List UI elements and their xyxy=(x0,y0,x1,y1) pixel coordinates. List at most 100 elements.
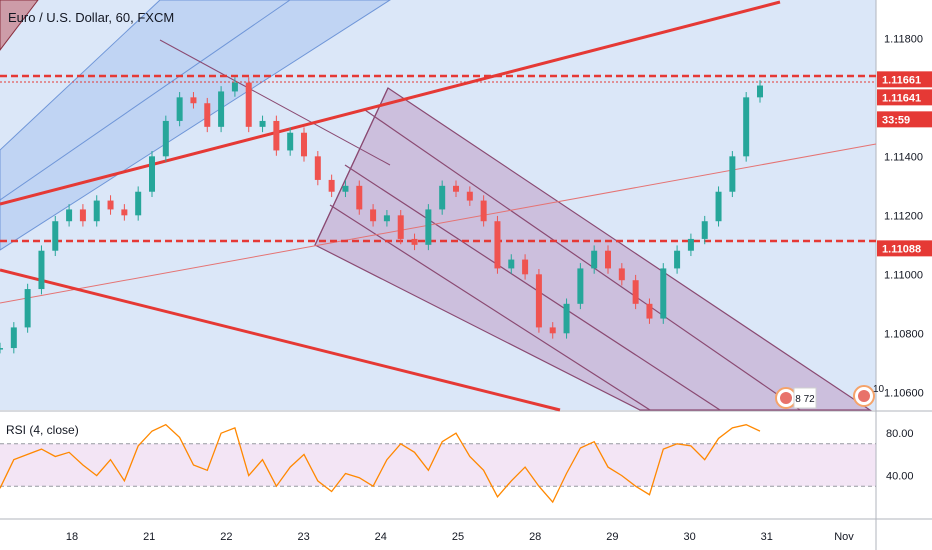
candle-body[interactable] xyxy=(618,268,625,281)
channel-line-2 xyxy=(344,164,721,411)
price-tag xyxy=(877,71,932,88)
time-axis[interactable]: 18 21 22 23 24 25 28 29 30 31 Nov xyxy=(66,531,854,543)
candle-body[interactable] xyxy=(370,209,377,222)
candle-body[interactable] xyxy=(466,191,473,201)
candle-body[interactable] xyxy=(411,238,418,245)
price-tag xyxy=(877,111,932,128)
price-tag xyxy=(877,240,932,257)
price-tags: 1.11661 1.11641 33:59 1.11088 xyxy=(877,71,932,257)
price-tag xyxy=(877,89,932,106)
candle-body[interactable] xyxy=(259,120,266,127)
candle-body[interactable] xyxy=(729,156,736,192)
candle-body[interactable] xyxy=(632,280,639,304)
blue-channel[interactable] xyxy=(0,0,391,251)
candle-body[interactable] xyxy=(107,200,114,210)
candle-body[interactable] xyxy=(480,200,487,222)
candle-body[interactable] xyxy=(273,120,280,151)
time-tick-label: 30 xyxy=(683,531,695,543)
candle-body[interactable] xyxy=(176,97,183,121)
candle-body[interactable] xyxy=(356,185,363,210)
candle-body[interactable] xyxy=(453,185,459,192)
candle-body[interactable] xyxy=(757,85,763,98)
lower-red-trendline[interactable] xyxy=(0,268,561,412)
time-tick-label: 21 xyxy=(143,531,155,543)
candle-body[interactable] xyxy=(204,103,211,127)
candle-body[interactable] xyxy=(190,97,197,104)
time-tick-label: Nov xyxy=(834,531,854,543)
candle-body[interactable] xyxy=(162,120,169,157)
rsi-line[interactable] xyxy=(0,423,761,504)
candle-body[interactable] xyxy=(24,289,31,328)
candle-body[interactable] xyxy=(425,209,432,245)
candle-body[interactable] xyxy=(245,82,252,127)
price-axis[interactable]: 1.118001.116001.114001.112001.110001.108… xyxy=(884,33,924,399)
red-corner-channel xyxy=(0,0,39,51)
candle-body[interactable] xyxy=(535,274,542,328)
candle-body[interactable] xyxy=(660,268,667,319)
price-tick-label: 1.10800 xyxy=(884,328,924,340)
candle-body[interactable] xyxy=(218,91,225,127)
candle-body[interactable] xyxy=(522,259,529,275)
time-tick-label: 28 xyxy=(529,531,541,543)
price-tick-label: 1.10600 xyxy=(884,387,924,399)
candle-body[interactable] xyxy=(231,82,238,92)
chart-title: Euro / U.S. Dollar, 60, FXCM xyxy=(8,10,174,25)
candle-body[interactable] xyxy=(605,250,611,269)
candle-body[interactable] xyxy=(328,179,335,192)
candle-body[interactable] xyxy=(149,156,155,192)
candle-body[interactable] xyxy=(701,221,708,239)
candle-body[interactable] xyxy=(342,185,349,192)
candle-body[interactable] xyxy=(591,250,598,269)
candle-body[interactable] xyxy=(66,209,73,222)
price-tag-label: 1.11661 xyxy=(882,74,921,86)
candle-body[interactable] xyxy=(383,215,390,222)
candle-body[interactable] xyxy=(494,221,501,269)
candle-body[interactable] xyxy=(79,209,86,222)
candle-body[interactable] xyxy=(646,303,653,319)
candle-body[interactable] xyxy=(439,185,446,210)
candle-body[interactable] xyxy=(10,327,17,349)
pitchfork-handle xyxy=(159,39,391,166)
price-tick-label: 1.11400 xyxy=(884,151,923,163)
price-tick-label: 1.11200 xyxy=(884,210,923,222)
candle-body[interactable] xyxy=(563,303,570,334)
candle-body[interactable] xyxy=(121,209,128,216)
pitchfork-handle-2 xyxy=(314,87,389,246)
event-badge-2[interactable]: 10 xyxy=(853,384,885,407)
time-tick-label: 24 xyxy=(375,531,387,543)
candles[interactable] xyxy=(0,77,763,354)
rsi-axis: 80.00 40.00 xyxy=(886,428,914,482)
candle-body[interactable] xyxy=(743,97,750,157)
time-tick-label: 31 xyxy=(761,531,773,543)
price-tag-label: 1.11641 xyxy=(882,92,921,104)
candle-body[interactable] xyxy=(397,215,404,239)
time-tick-label: 18 xyxy=(66,531,78,543)
candle-body[interactable] xyxy=(93,200,100,222)
candle-body[interactable] xyxy=(287,132,294,151)
candle-body[interactable] xyxy=(715,191,722,222)
candle-body[interactable] xyxy=(577,268,584,304)
blue-channel-median xyxy=(0,0,291,201)
event-badge-2-label: 10 xyxy=(873,384,885,395)
time-tick-label: 29 xyxy=(606,531,618,543)
candle-body[interactable] xyxy=(508,259,515,269)
candle-body[interactable] xyxy=(52,221,59,251)
upper-red-trendline[interactable] xyxy=(0,0,781,206)
candle-body[interactable] xyxy=(38,250,45,290)
time-tick-label: 23 xyxy=(297,531,309,543)
rsi-tick-label: 40.00 xyxy=(886,471,914,483)
candle-body[interactable] xyxy=(0,348,3,350)
candle-body[interactable] xyxy=(314,156,321,180)
candle-body[interactable] xyxy=(301,132,307,157)
candle-body[interactable] xyxy=(674,250,681,269)
time-tick-label: 22 xyxy=(220,531,232,543)
price-tick-label: 1.11800 xyxy=(884,33,923,45)
candle-body[interactable] xyxy=(687,238,694,251)
rsi-tick-label: 80.00 xyxy=(886,428,914,440)
candle-body[interactable] xyxy=(135,191,142,216)
event-badge-1[interactable]: 8 72 xyxy=(775,387,817,409)
candle-body[interactable] xyxy=(549,327,556,334)
channel-line-1 xyxy=(364,109,801,411)
